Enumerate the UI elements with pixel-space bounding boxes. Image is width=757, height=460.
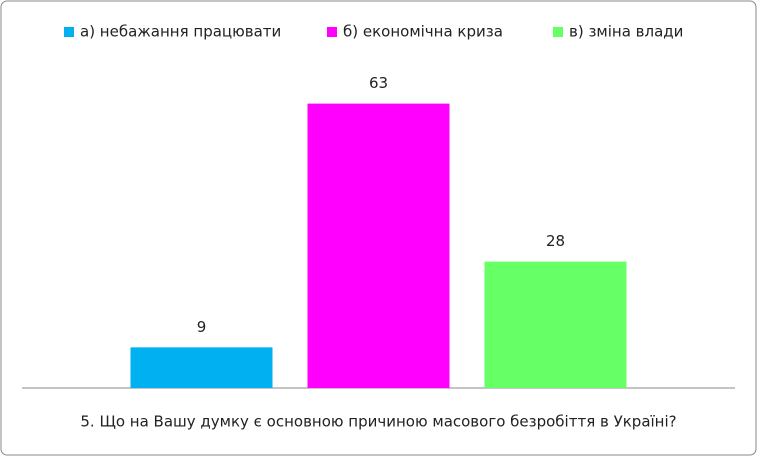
legend-label: а) небажання працювати [80, 23, 281, 41]
legend-swatch [553, 27, 563, 37]
legend-swatch [64, 27, 74, 37]
value-label: 9 [197, 318, 207, 336]
legend-label: б) економічна криза [343, 23, 503, 41]
legend-swatch [327, 27, 337, 37]
bar [130, 347, 273, 388]
bar [307, 103, 450, 388]
value-label: 28 [546, 232, 565, 250]
bar [484, 261, 627, 388]
legend-label: в) зміна влади [569, 23, 683, 41]
value-label: 63 [369, 74, 388, 92]
x-tick-label: 5. Що на Вашу думку є основною причиною … [80, 413, 676, 431]
